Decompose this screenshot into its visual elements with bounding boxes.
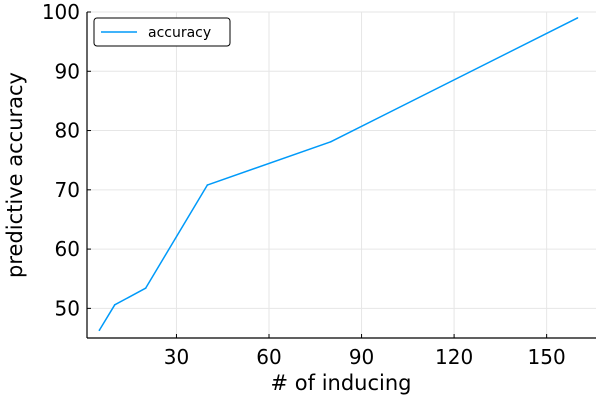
- data-point: [329, 141, 332, 143]
- data-point: [576, 17, 579, 19]
- series-line-accuracy: [98, 17, 578, 331]
- legend-box: [93, 17, 231, 47]
- x-tick-label: 120: [435, 345, 473, 369]
- y-tick-label: 60: [55, 237, 80, 261]
- legend-label-accuracy: accuracy: [148, 25, 211, 41]
- y-tick-label: 70: [55, 178, 80, 202]
- axes: 30 60 90 120 150 50 60 70 80 90 100: [42, 0, 596, 369]
- x-tick-label: 90: [349, 345, 374, 369]
- data-point: [98, 329, 101, 332]
- x-tick-label: 150: [528, 345, 566, 369]
- legend: accuracy: [93, 17, 231, 47]
- y-tick-label: 50: [55, 296, 80, 320]
- data-point: [113, 304, 116, 306]
- y-axis-label: predictive accuracy: [3, 72, 27, 278]
- series-layer: [98, 17, 579, 332]
- grid: [87, 11, 596, 338]
- x-axis-label: # of inducing: [271, 371, 412, 395]
- x-tick-label: 30: [164, 345, 189, 369]
- y-tick-label: 100: [42, 0, 80, 24]
- data-point: [206, 184, 209, 186]
- y-tick-label: 90: [55, 59, 80, 83]
- y-tick-label: 80: [55, 119, 80, 143]
- data-point: [144, 287, 147, 290]
- x-tick-label: 60: [256, 345, 281, 369]
